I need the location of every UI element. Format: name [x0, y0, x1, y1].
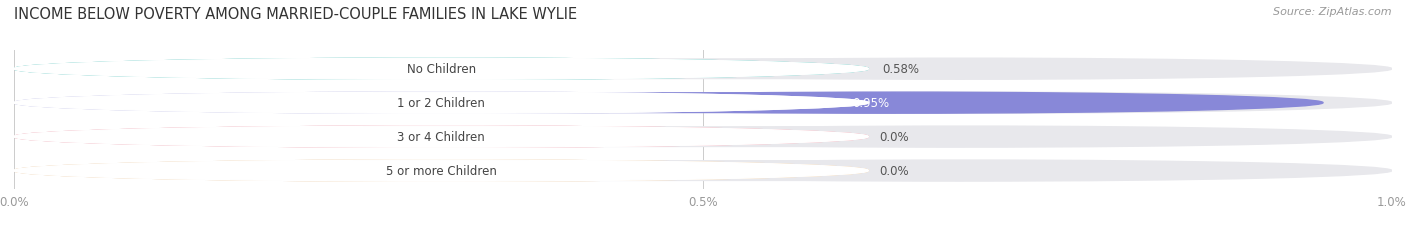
Text: 0.0%: 0.0%: [879, 164, 910, 177]
Circle shape: [14, 127, 869, 148]
Text: 5 or more Children: 5 or more Children: [385, 164, 496, 177]
Text: INCOME BELOW POVERTY AMONG MARRIED-COUPLE FAMILIES IN LAKE WYLIE: INCOME BELOW POVERTY AMONG MARRIED-COUPL…: [14, 7, 578, 22]
Circle shape: [14, 93, 869, 114]
Circle shape: [537, 127, 1392, 148]
Text: 0.0%: 0.0%: [879, 131, 910, 143]
Text: 3 or 4 Children: 3 or 4 Children: [398, 131, 485, 143]
Circle shape: [14, 59, 869, 80]
Text: 0.58%: 0.58%: [882, 63, 920, 76]
Circle shape: [14, 59, 869, 80]
Circle shape: [537, 59, 1392, 80]
Text: 1 or 2 Children: 1 or 2 Children: [398, 97, 485, 110]
Circle shape: [14, 160, 869, 181]
Circle shape: [14, 160, 869, 181]
Text: No Children: No Children: [406, 63, 475, 76]
FancyBboxPatch shape: [441, 160, 965, 181]
Circle shape: [14, 127, 869, 148]
FancyBboxPatch shape: [441, 93, 965, 114]
Text: Source: ZipAtlas.com: Source: ZipAtlas.com: [1274, 7, 1392, 17]
Circle shape: [14, 93, 869, 114]
FancyBboxPatch shape: [441, 59, 965, 80]
Circle shape: [537, 93, 1392, 114]
FancyBboxPatch shape: [441, 93, 896, 114]
Circle shape: [14, 59, 869, 80]
Circle shape: [14, 93, 869, 114]
Circle shape: [14, 59, 869, 80]
Circle shape: [14, 127, 869, 148]
Text: 0.95%: 0.95%: [852, 97, 889, 110]
Circle shape: [537, 160, 1392, 181]
Circle shape: [14, 127, 869, 148]
Circle shape: [14, 59, 869, 80]
Circle shape: [14, 160, 869, 181]
FancyBboxPatch shape: [441, 127, 965, 148]
Circle shape: [14, 160, 869, 181]
Circle shape: [14, 160, 869, 181]
Circle shape: [468, 93, 1323, 114]
Circle shape: [14, 93, 869, 114]
Circle shape: [14, 127, 869, 148]
